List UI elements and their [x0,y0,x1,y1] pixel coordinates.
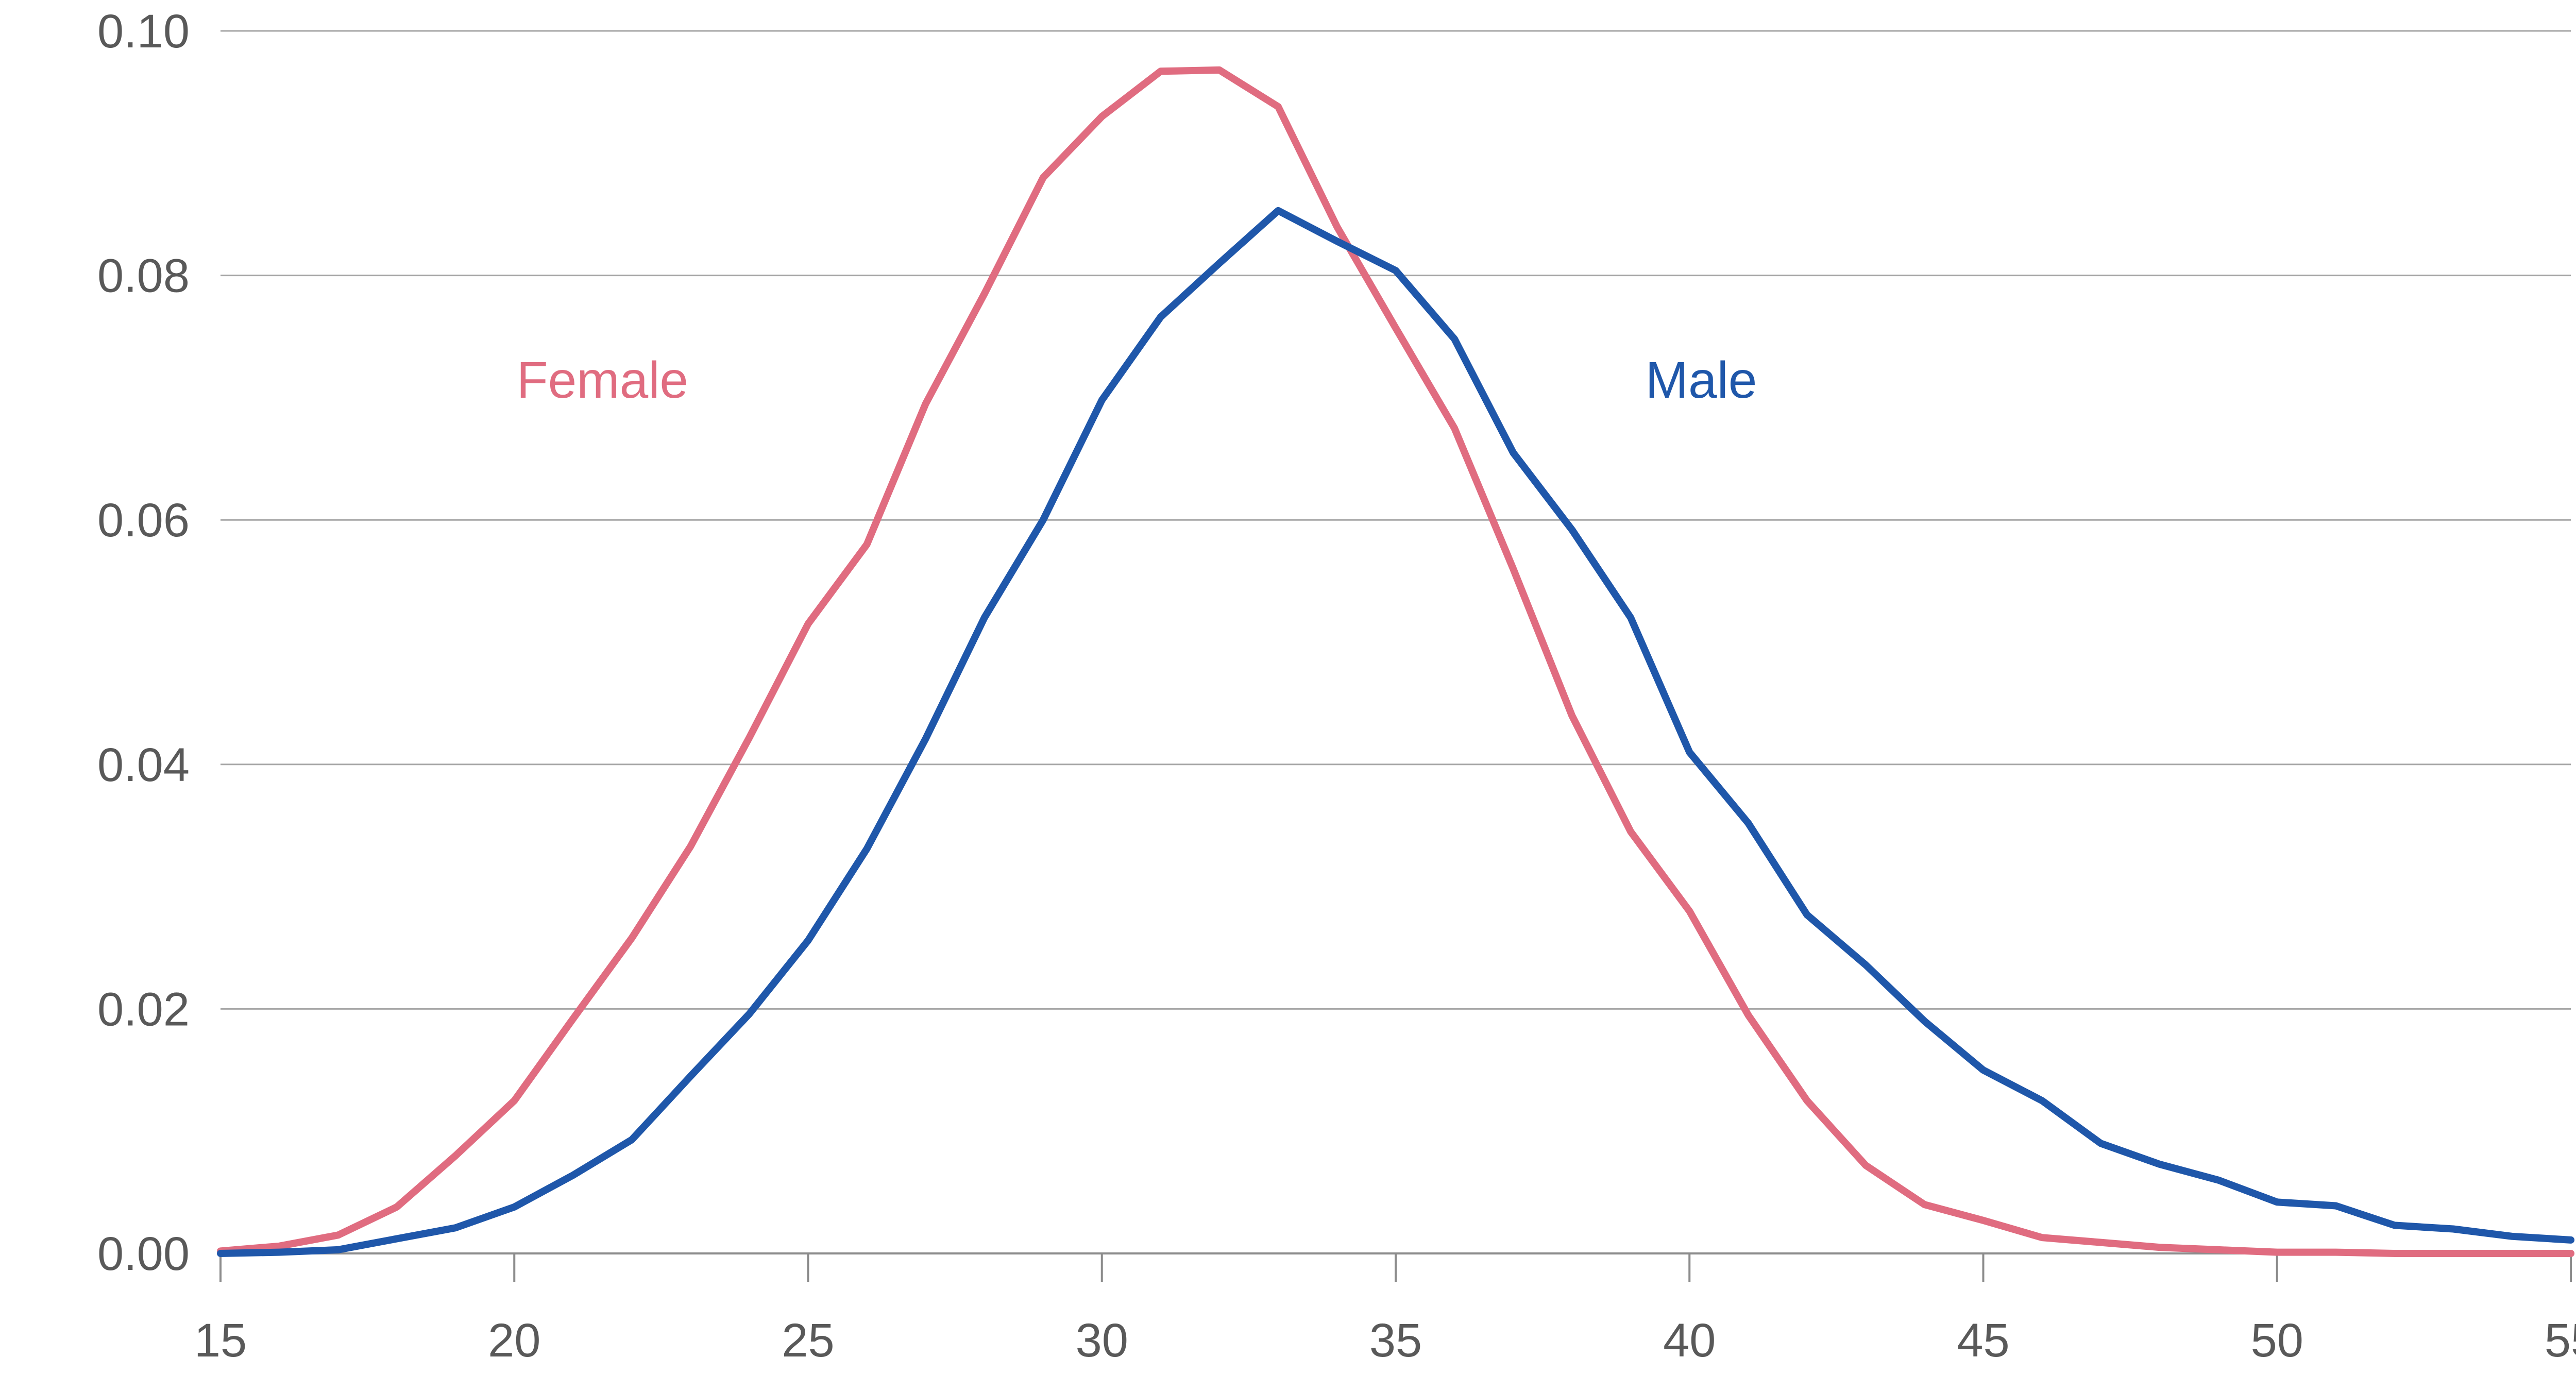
x-axis-tick-labels: 15 20 25 30 35 40 45 50 55 [194,1314,2576,1367]
y-axis-tick-labels: 0.00 0.02 0.04 0.06 0.08 0.10 [97,5,190,1280]
x-tick-label-0: 15 [194,1314,247,1367]
x-axis [219,1252,2572,1282]
series-line-female [217,66,2574,1257]
series-annotations: Female Male [517,351,1757,409]
y-tick-label-2: 0.04 [97,739,190,791]
series-label-female: Female [517,351,688,409]
y-tick-label-1: 0.02 [97,983,190,1036]
x-tick-label-2: 25 [782,1314,834,1367]
y-tick-label-3: 0.06 [97,494,190,547]
y-tick-label-5: 0.10 [97,5,190,58]
series-lines [217,66,2574,1257]
y-tick-label-4: 0.08 [97,250,190,302]
x-tick-label-6: 45 [1957,1314,2009,1367]
x-tick-label-1: 20 [488,1314,540,1367]
x-tick-label-8: 55 [2545,1314,2576,1367]
series-label-male: Male [1646,351,1757,409]
x-tick-label-4: 35 [1369,1314,1422,1367]
series-line-male [217,207,2574,1257]
gridlines [221,30,2571,1010]
x-tick-label-5: 40 [1663,1314,1716,1367]
x-tick-label-7: 50 [2251,1314,2303,1367]
y-tick-label-0: 0.00 [97,1228,190,1280]
x-tick-label-3: 30 [1076,1314,1128,1367]
